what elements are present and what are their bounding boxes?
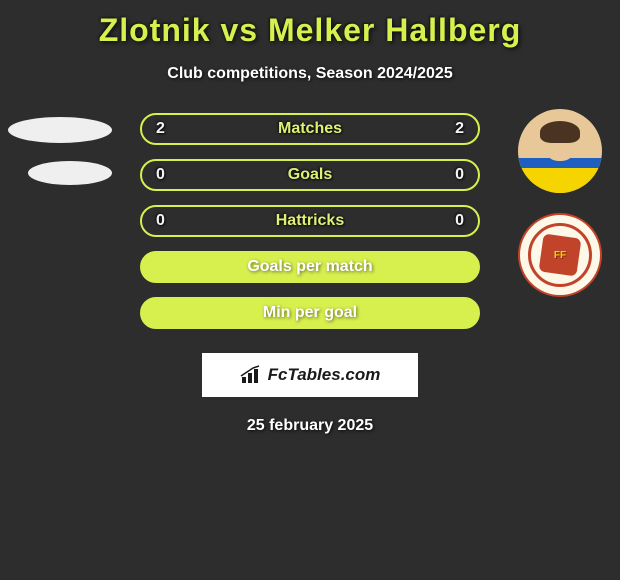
brand-box: FcTables.com [202, 353, 418, 397]
page-title: Zlotnik vs Melker Hallberg [0, 0, 620, 49]
stat-value-right: 0 [455, 212, 464, 230]
stat-label: Min per goal [142, 304, 478, 322]
date-text: 25 february 2025 [0, 417, 620, 435]
stat-value-left: 0 [156, 212, 165, 230]
stat-value-right: 2 [455, 120, 464, 138]
subtitle: Club competitions, Season 2024/2025 [0, 65, 620, 83]
player-left-photo-placeholder [8, 117, 112, 143]
stat-bars: 2Matches20Goals00Hattricks0Goals per mat… [140, 113, 480, 329]
stat-label: Goals per match [142, 258, 478, 276]
player-left-badge-placeholder [28, 161, 112, 185]
badge-abbr: FF [554, 250, 566, 261]
stat-label: Goals [142, 166, 478, 184]
stat-row: 0Goals0 [140, 159, 480, 191]
player-right-club-badge: FF [518, 213, 602, 297]
stat-row: Min per goal [140, 297, 480, 329]
comparison-content: FF 2Matches20Goals00Hattricks0Goals per … [0, 113, 620, 329]
chart-icon [240, 365, 264, 385]
stat-label: Hattricks [142, 212, 478, 230]
stat-value-right: 0 [455, 166, 464, 184]
stat-label: Matches [142, 120, 478, 138]
stat-value-left: 2 [156, 120, 165, 138]
brand-text: FcTables.com [268, 365, 381, 385]
stat-row: 2Matches2 [140, 113, 480, 145]
player-right-column: FF [518, 109, 602, 297]
stat-row: 0Hattricks0 [140, 205, 480, 237]
player-right-photo [518, 109, 602, 193]
stat-row: Goals per match [140, 251, 480, 283]
player-left-column [8, 117, 112, 185]
stat-value-left: 0 [156, 166, 165, 184]
